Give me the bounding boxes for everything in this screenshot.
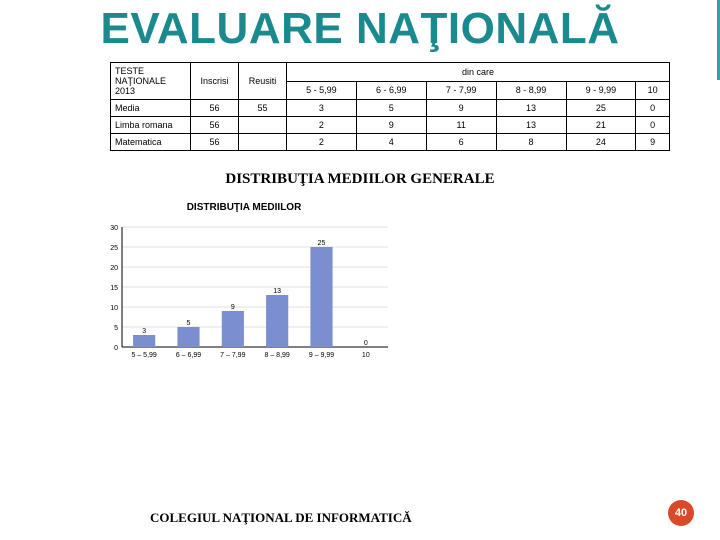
svg-text:5 – 5,99: 5 – 5,99 bbox=[132, 352, 157, 359]
cell: 9 bbox=[356, 117, 426, 134]
row-label: Media bbox=[111, 100, 191, 117]
cell: 2 bbox=[287, 134, 357, 151]
col-inscrisi: Inscrisi bbox=[191, 63, 239, 100]
svg-text:8 – 8,99: 8 – 8,99 bbox=[265, 352, 290, 359]
range-hdr: 8 - 8,99 bbox=[496, 81, 566, 100]
row-label: Limba romana bbox=[111, 117, 191, 134]
page-number-badge: 40 bbox=[668, 500, 694, 526]
cell: 21 bbox=[566, 117, 636, 134]
svg-text:30: 30 bbox=[110, 225, 118, 232]
cell: 5 bbox=[356, 100, 426, 117]
range-hdr: 7 - 7,99 bbox=[426, 81, 496, 100]
cell: 56 bbox=[191, 134, 239, 151]
cell: 13 bbox=[496, 100, 566, 117]
cell: 9 bbox=[426, 100, 496, 117]
cell: 56 bbox=[191, 117, 239, 134]
col-teste: TESTE NAŢIONALE 2013 bbox=[111, 63, 191, 100]
chart-section-title: DISTRIBUŢIA MEDIILOR GENERALE bbox=[0, 171, 720, 188]
range-hdr: 10 bbox=[636, 81, 670, 100]
cell: 3 bbox=[287, 100, 357, 117]
svg-text:9: 9 bbox=[231, 304, 235, 311]
cell: 0 bbox=[636, 117, 670, 134]
svg-text:0: 0 bbox=[114, 345, 118, 352]
cell: 55 bbox=[239, 100, 287, 117]
row-label: Matematica bbox=[111, 134, 191, 151]
cell: 13 bbox=[496, 117, 566, 134]
col-reusiti: Reusiti bbox=[239, 63, 287, 100]
cell: 11 bbox=[426, 117, 496, 134]
bar-chart: 05101520253035 – 5,9956 – 6,9997 – 7,991… bbox=[94, 221, 394, 371]
cell: 56 bbox=[191, 100, 239, 117]
cell: 24 bbox=[566, 134, 636, 151]
cell: 9 bbox=[636, 134, 670, 151]
cell: 4 bbox=[356, 134, 426, 151]
svg-text:15: 15 bbox=[110, 285, 118, 292]
range-hdr: 6 - 6,99 bbox=[356, 81, 426, 100]
svg-text:10: 10 bbox=[110, 305, 118, 312]
svg-text:0: 0 bbox=[364, 340, 368, 347]
chart-title: DISTRIBUŢIA MEDIILOR bbox=[94, 202, 394, 213]
page-number: 40 bbox=[675, 507, 687, 519]
cell: 8 bbox=[496, 134, 566, 151]
svg-text:13: 13 bbox=[273, 288, 281, 295]
table-row: Limba romana 56 2 9 11 13 21 0 bbox=[111, 117, 670, 134]
svg-text:25: 25 bbox=[318, 240, 326, 247]
data-table: TESTE NAŢIONALE 2013 Inscrisi Reusiti di… bbox=[110, 62, 670, 151]
svg-text:25: 25 bbox=[110, 245, 118, 252]
svg-text:10: 10 bbox=[362, 352, 370, 359]
footer-text: COLEGIUL NAŢIONAL DE INFORMATICĂ bbox=[150, 510, 412, 526]
page-title: EVALUARE NAŢIONALĂ bbox=[0, 0, 720, 56]
svg-text:9 – 9,99: 9 – 9,99 bbox=[309, 352, 334, 359]
range-hdr: 9 - 9,99 bbox=[566, 81, 636, 100]
cell: 6 bbox=[426, 134, 496, 151]
cell bbox=[239, 117, 287, 134]
table-row: Media 56 55 3 5 9 13 25 0 bbox=[111, 100, 670, 117]
cell: 0 bbox=[636, 100, 670, 117]
svg-text:3: 3 bbox=[142, 328, 146, 335]
range-hdr: 5 - 5,99 bbox=[287, 81, 357, 100]
svg-text:7 – 7,99: 7 – 7,99 bbox=[220, 352, 245, 359]
chart-container: DISTRIBUŢIA MEDIILOR 05101520253035 – 5,… bbox=[94, 202, 394, 371]
table-row: Matematica 56 2 4 6 8 24 9 bbox=[111, 134, 670, 151]
svg-text:5: 5 bbox=[187, 320, 191, 327]
table-header-row-1: TESTE NAŢIONALE 2013 Inscrisi Reusiti di… bbox=[111, 63, 670, 82]
cell bbox=[239, 134, 287, 151]
svg-text:20: 20 bbox=[110, 265, 118, 272]
cell: 2 bbox=[287, 117, 357, 134]
svg-text:6 – 6,99: 6 – 6,99 bbox=[176, 352, 201, 359]
svg-text:5: 5 bbox=[114, 325, 118, 332]
data-table-container: TESTE NAŢIONALE 2013 Inscrisi Reusiti di… bbox=[110, 62, 670, 151]
col-dincare: din care bbox=[287, 63, 670, 82]
cell: 25 bbox=[566, 100, 636, 117]
